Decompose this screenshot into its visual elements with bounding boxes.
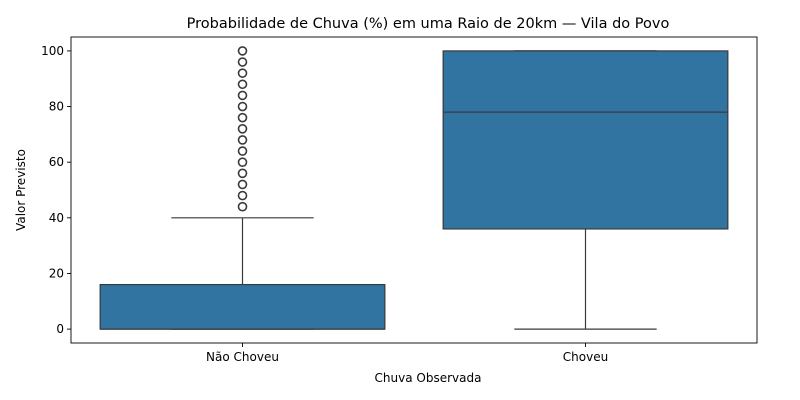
outlier-point bbox=[237, 90, 248, 101]
outlier-point bbox=[237, 79, 248, 90]
y-tick-label: 0 bbox=[56, 322, 64, 336]
outlier-point bbox=[237, 190, 248, 201]
x-axis-label: Chuva Observada bbox=[375, 371, 482, 385]
y-tick-label: 100 bbox=[41, 44, 64, 58]
outlier-point bbox=[237, 57, 248, 67]
x-tick-label: Não Choveu bbox=[206, 350, 279, 364]
outlier-point bbox=[237, 135, 248, 145]
iqr-box bbox=[442, 50, 729, 230]
outlier-point bbox=[237, 168, 248, 179]
y-axis-label: Valor Previsto bbox=[14, 149, 28, 231]
outlier-point bbox=[237, 46, 248, 56]
plot-frame bbox=[70, 36, 758, 344]
y-tick-label: 20 bbox=[49, 266, 64, 280]
outlier-point bbox=[237, 146, 248, 156]
y-tick-label: 40 bbox=[49, 211, 64, 225]
outlier-point bbox=[237, 124, 248, 134]
iqr-box bbox=[99, 283, 386, 330]
y-axis: 0 20 40 60 80 100 bbox=[41, 44, 71, 336]
outlier-point bbox=[237, 201, 248, 212]
chart-title: Probabilidade de Chuva (%) em uma Raio d… bbox=[187, 16, 670, 32]
box-group bbox=[442, 50, 729, 330]
plot-area bbox=[99, 46, 729, 330]
outlier-point bbox=[237, 101, 248, 112]
outlier-point bbox=[237, 68, 248, 78]
y-tick-label: 80 bbox=[49, 100, 64, 114]
outlier-point bbox=[237, 112, 248, 123]
box-group bbox=[99, 46, 386, 330]
y-tick-label: 60 bbox=[49, 155, 64, 169]
outlier-point bbox=[237, 157, 248, 167]
outlier-point bbox=[237, 179, 248, 190]
x-tick-label: Choveu bbox=[563, 350, 608, 364]
x-axis: Não Choveu Choveu bbox=[206, 343, 608, 364]
